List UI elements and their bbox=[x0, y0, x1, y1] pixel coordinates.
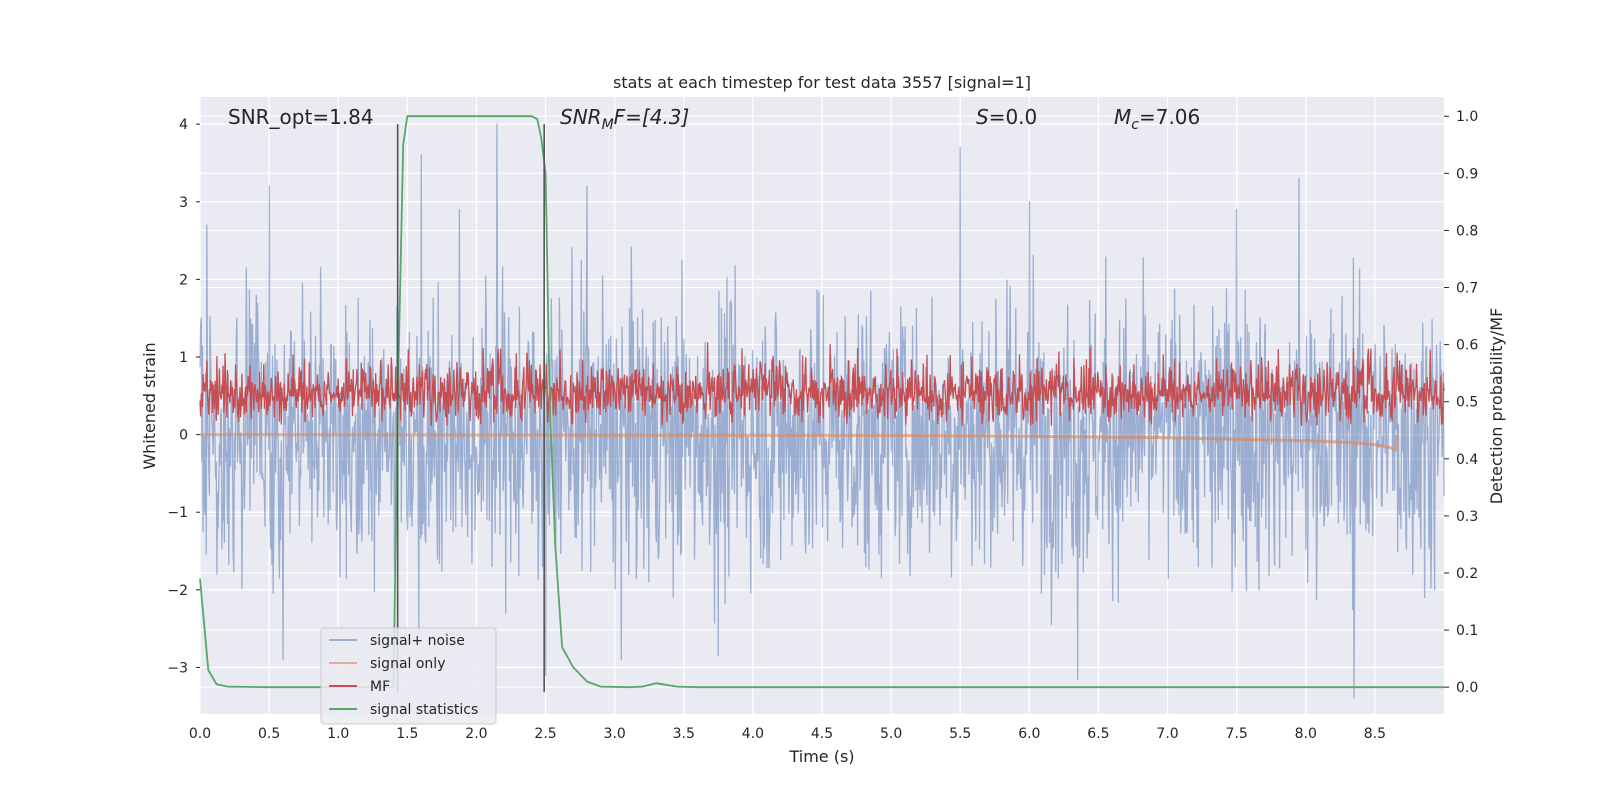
legend-box bbox=[320, 627, 497, 725]
y-tick-label-left: 4 bbox=[179, 117, 188, 133]
y-axis-label-left: Whitened strain bbox=[140, 342, 159, 469]
y-tick-label-right: 0.1 bbox=[1456, 623, 1478, 639]
y-tick-label-left: 0 bbox=[179, 428, 188, 444]
x-tick-label: 2.0 bbox=[465, 726, 487, 742]
legend-item: signal only bbox=[329, 656, 445, 672]
y-tick-label-left: −2 bbox=[167, 583, 188, 599]
y-tick-label-right: 0.6 bbox=[1456, 338, 1478, 354]
x-tick-label: 7.0 bbox=[1156, 726, 1178, 742]
chart-title: stats at each timestep for test data 355… bbox=[613, 73, 1031, 92]
y-tick-label-left: 2 bbox=[179, 272, 188, 288]
y-tick-label-left: −1 bbox=[167, 505, 188, 521]
legend-item: signal statistics bbox=[329, 702, 478, 718]
x-axis-label: Time (s) bbox=[788, 747, 854, 766]
series-signal-noise bbox=[199, 123, 1445, 700]
y-tick-label-left: 1 bbox=[179, 350, 188, 366]
series-signal-only bbox=[199, 433, 1399, 452]
series-mf bbox=[199, 341, 1445, 427]
y-tick-label-right: 0.0 bbox=[1456, 680, 1478, 696]
y-tick-label-right: 0.9 bbox=[1456, 166, 1478, 182]
y-tick-label-right: 0.7 bbox=[1456, 281, 1478, 297]
y-tick-label-right: 0.5 bbox=[1456, 395, 1478, 411]
x-tick-label: 5.5 bbox=[949, 726, 971, 742]
x-tick-label: 5.0 bbox=[880, 726, 902, 742]
x-tick-label: 6.5 bbox=[1087, 726, 1109, 742]
x-tick-label: 7.5 bbox=[1226, 726, 1248, 742]
annotation-s: S=0.0 bbox=[976, 105, 1037, 129]
y-tick-label-left: 3 bbox=[179, 195, 188, 211]
annotation-snr-opt: SNR_opt=1.84 bbox=[228, 105, 374, 129]
x-tick-label: 2.5 bbox=[534, 726, 556, 742]
series-signal-statistics bbox=[199, 115, 1444, 689]
x-tick-label: 0.0 bbox=[189, 726, 211, 742]
axis-ticks: 0.0 0.5 1.0 1.5 2.0 2.5 3.0 3.5 4.0 4.5 5.0 5.5 6.0 6… bbox=[167, 109, 1478, 742]
x-tick-label: 3.0 bbox=[604, 726, 626, 742]
vertical-markers bbox=[396, 124, 545, 693]
x-tick-label: 8.5 bbox=[1364, 726, 1386, 742]
y-tick-label-left: −3 bbox=[167, 660, 188, 676]
x-tick-label: 1.5 bbox=[396, 726, 418, 742]
x-tick-label: 1.0 bbox=[327, 726, 349, 742]
y-tick-label-right: 0.4 bbox=[1456, 452, 1478, 468]
legend-label-signal-noise: signal+ noise bbox=[370, 633, 465, 649]
x-tick-label: 3.5 bbox=[673, 726, 695, 742]
annotation-snr-mf: SNRMF=[4.3] bbox=[560, 105, 689, 133]
plot-area bbox=[199, 115, 1445, 700]
x-tick-label: 4.5 bbox=[811, 726, 833, 742]
legend-item: MF bbox=[329, 679, 390, 695]
legend-label-signal-only: signal only bbox=[370, 656, 445, 672]
legend-label-signal-statistics: signal statistics bbox=[370, 702, 478, 718]
y-tick-label-right: 1.0 bbox=[1456, 109, 1478, 125]
y-tick-label-right: 0.2 bbox=[1456, 566, 1478, 582]
legend: signal+ noise signal only MF signal stat… bbox=[320, 627, 497, 725]
legend-label-mf: MF bbox=[370, 679, 390, 695]
x-tick-label: 8.0 bbox=[1295, 726, 1317, 742]
y-tick-label-right: 0.3 bbox=[1456, 509, 1478, 525]
x-tick-label: 6.0 bbox=[1018, 726, 1040, 742]
y-axis-label-right: Detection probability/MF bbox=[1487, 308, 1506, 505]
x-tick-label: 0.5 bbox=[258, 726, 280, 742]
x-tick-label: 4.0 bbox=[742, 726, 764, 742]
y-tick-label-right: 0.8 bbox=[1456, 223, 1478, 239]
annotation-mc: Mc=7.06 bbox=[1114, 105, 1200, 133]
legend-item: signal+ noise bbox=[329, 633, 465, 649]
